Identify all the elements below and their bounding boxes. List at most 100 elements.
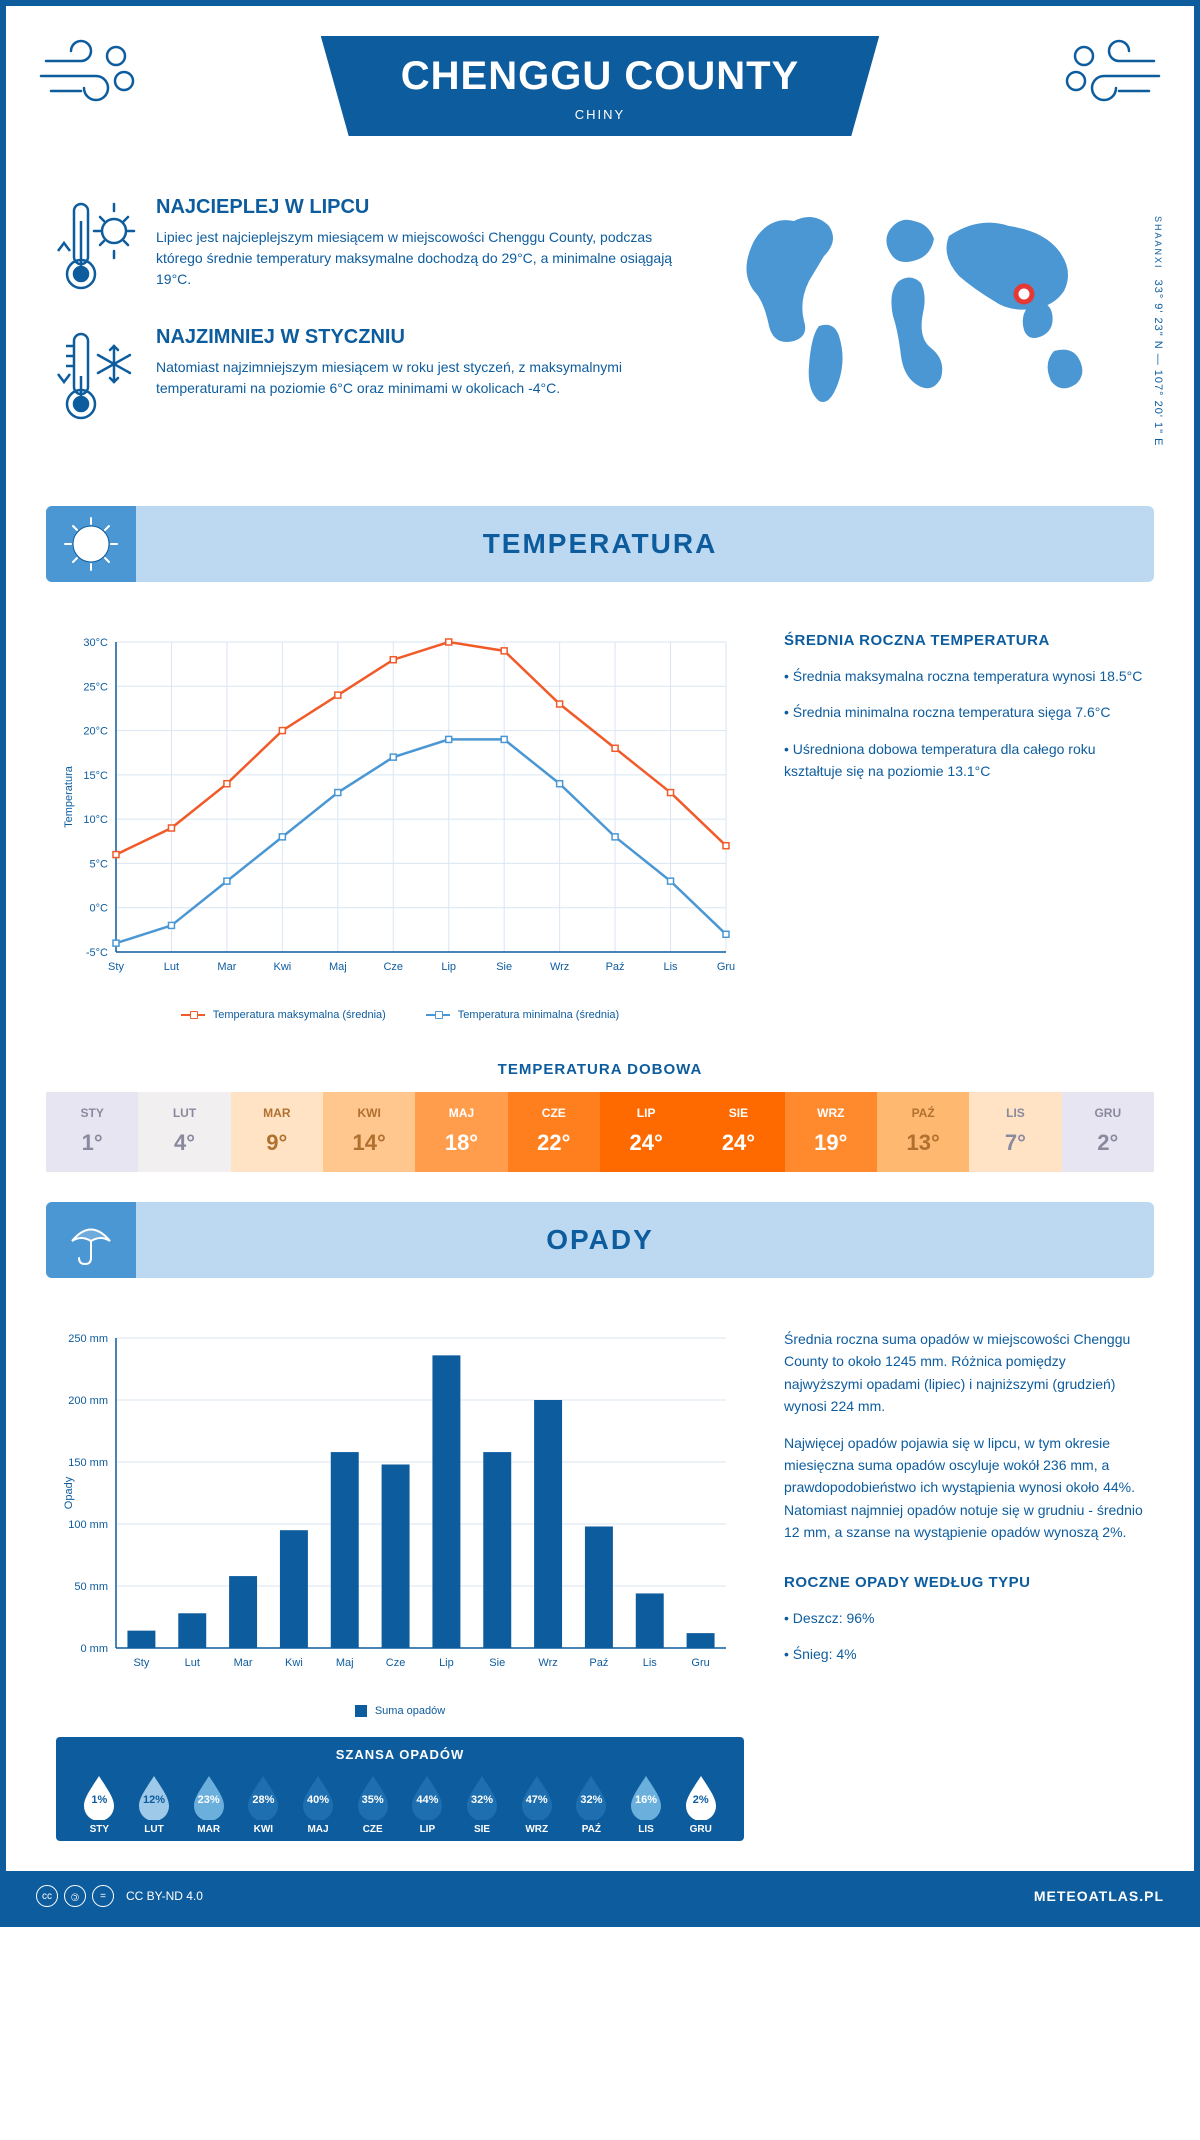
precip-type2: • Śnieg: 4% xyxy=(784,1643,1144,1665)
hottest-text: Lipiec jest najcieplejszym miesiącem w m… xyxy=(156,227,684,290)
svg-text:200 mm: 200 mm xyxy=(68,1395,108,1407)
svg-text:Mar: Mar xyxy=(234,1657,253,1669)
svg-text:30°C: 30°C xyxy=(83,637,108,649)
temperature-summary: ŚREDNIA ROCZNA TEMPERATURA • Średnia mak… xyxy=(784,632,1144,1021)
precip-chart-row: 0 mm50 mm100 mm150 mm200 mm250 mmStyLutM… xyxy=(6,1298,1194,1871)
temp-cell: SIE24° xyxy=(692,1092,784,1172)
precip-legend-label: Suma opadów xyxy=(375,1705,445,1717)
svg-text:15°C: 15°C xyxy=(83,770,108,782)
svg-text:Sty: Sty xyxy=(133,1657,149,1669)
chance-cell: 47% WRZ xyxy=(509,1772,564,1835)
svg-text:Lip: Lip xyxy=(441,961,456,973)
cc-icon: cc xyxy=(36,1885,58,1907)
daily-temp-table: STY1°LUT4°MAR9°KWI14°MAJ18°CZE22°LIP24°S… xyxy=(46,1092,1154,1172)
chance-cell: 28% KWI xyxy=(236,1772,291,1835)
world-map: SHAANXI 33° 9' 23" N — 107° 20' 1" E xyxy=(724,196,1144,456)
svg-text:50 mm: 50 mm xyxy=(74,1581,108,1593)
svg-text:Gru: Gru xyxy=(717,961,735,973)
svg-text:Kwi: Kwi xyxy=(285,1657,303,1669)
wind-icon xyxy=(36,36,146,111)
precip-header: OPADY xyxy=(46,1202,1154,1278)
svg-text:Lip: Lip xyxy=(439,1657,454,1669)
svg-text:Temperatura: Temperatura xyxy=(63,765,75,828)
thermometer-cold-icon xyxy=(56,326,136,431)
thermometer-hot-icon xyxy=(56,196,136,301)
svg-text:Wrz: Wrz xyxy=(538,1657,557,1669)
legend-min: Temperatura minimalna (średnia) xyxy=(458,1009,619,1021)
svg-text:Lis: Lis xyxy=(664,961,679,973)
chance-title: SZANSA OPADÓW xyxy=(72,1747,728,1762)
page-title: CHENGGU COUNTY xyxy=(401,54,799,99)
title-banner: CHENGGU COUNTY CHINY xyxy=(321,36,879,136)
svg-text:Lut: Lut xyxy=(164,961,179,973)
intro-text-column: NAJCIEPLEJ W LIPCU Lipiec jest najcieple… xyxy=(56,196,684,456)
temp-cell: LIS7° xyxy=(969,1092,1061,1172)
brand: METEOATLAS.PL xyxy=(1034,1888,1164,1904)
svg-text:Maj: Maj xyxy=(336,1657,354,1669)
temperature-chart-row: -5°C 0°C 5°C 10°C 15°C 20°C 25°C 30°C Sty Lut Mar K… xyxy=(6,602,1194,1051)
chance-cell: 32% SIE xyxy=(455,1772,510,1835)
temp-cell: GRU2° xyxy=(1062,1092,1154,1172)
svg-text:Maj: Maj xyxy=(329,961,347,973)
svg-text:Lut: Lut xyxy=(185,1657,200,1669)
chance-cell: 23% MAR xyxy=(181,1772,236,1835)
coldest-block: NAJZIMNIEJ W STYCZNIU Natomiast najzimni… xyxy=(56,326,684,431)
page: CHENGGU COUNTY CHINY NAJCIEPLEJ W LIPCU … xyxy=(0,0,1200,1927)
svg-text:Gru: Gru xyxy=(691,1657,709,1669)
precip-chance-box: SZANSA OPADÓW 1% STY 12% LUT 23% MAR 28%… xyxy=(56,1737,744,1841)
svg-text:Sie: Sie xyxy=(496,961,512,973)
svg-text:0°C: 0°C xyxy=(90,903,109,915)
chance-cell: 40% MAJ xyxy=(291,1772,346,1835)
coldest-text: Natomiast najzimniejszym miesiącem w rok… xyxy=(156,357,684,399)
svg-text:100 mm: 100 mm xyxy=(68,1519,108,1531)
coordinates: SHAANXI 33° 9' 23" N — 107° 20' 1" E xyxy=(1152,216,1164,446)
intro-section: NAJCIEPLEJ W LIPCU Lipiec jest najcieple… xyxy=(6,176,1194,486)
legend-max: Temperatura maksymalna (średnia) xyxy=(213,1009,386,1021)
svg-text:5°C: 5°C xyxy=(90,858,109,870)
chance-cell: 2% GRU xyxy=(673,1772,728,1835)
temp-cell: WRZ19° xyxy=(785,1092,877,1172)
svg-text:Kwi: Kwi xyxy=(273,961,291,973)
svg-text:Wrz: Wrz xyxy=(550,961,569,973)
svg-text:Cze: Cze xyxy=(383,961,403,973)
svg-text:25°C: 25°C xyxy=(83,681,108,693)
svg-text:Cze: Cze xyxy=(386,1657,406,1669)
temp-side-p1: • Średnia maksymalna roczna temperatura … xyxy=(784,665,1144,687)
svg-text:Paź: Paź xyxy=(589,1657,608,1669)
svg-text:10°C: 10°C xyxy=(83,814,108,826)
svg-text:Sty: Sty xyxy=(108,961,124,973)
temp-cell: PAŹ13° xyxy=(877,1092,969,1172)
temp-cell: LUT4° xyxy=(138,1092,230,1172)
svg-text:250 mm: 250 mm xyxy=(68,1333,108,1345)
precip-type-title: ROCZNE OPADY WEDŁUG TYPU xyxy=(784,1574,1144,1591)
precip-title: OPADY xyxy=(76,1224,1124,1256)
precip-p1: Średnia roczna suma opadów w miejscowośc… xyxy=(784,1328,1144,1418)
temp-cell: CZE22° xyxy=(508,1092,600,1172)
svg-text:Lis: Lis xyxy=(643,1657,658,1669)
temp-side-title: ŚREDNIA ROCZNA TEMPERATURA xyxy=(784,632,1144,649)
chance-cell: 1% STY xyxy=(72,1772,127,1835)
umbrella-icon xyxy=(46,1202,136,1278)
temp-legend: Temperatura maksymalna (średnia) Tempera… xyxy=(56,1009,744,1021)
chance-cell: 35% CZE xyxy=(345,1772,400,1835)
wind-icon xyxy=(1054,36,1164,111)
precip-bar-chart: 0 mm50 mm100 mm150 mm200 mm250 mmStyLutM… xyxy=(56,1328,744,1841)
footer: cc 🄯 = CC BY-ND 4.0 METEOATLAS.PL xyxy=(6,1871,1194,1921)
precip-p2: Najwięcej opadów pojawia się w lipcu, w … xyxy=(784,1432,1144,1544)
chance-cell: 12% LUT xyxy=(127,1772,182,1835)
svg-text:-5°C: -5°C xyxy=(86,947,108,959)
region-label: SHAANXI xyxy=(1153,216,1163,270)
chance-cell: 16% LIS xyxy=(619,1772,674,1835)
chance-cell: 44% LIP xyxy=(400,1772,455,1835)
svg-text:Mar: Mar xyxy=(217,961,236,973)
temp-cell: LIP24° xyxy=(600,1092,692,1172)
temp-side-p3: • Uśredniona dobowa temperatura dla całe… xyxy=(784,738,1144,783)
svg-text:Sie: Sie xyxy=(489,1657,505,1669)
svg-text:20°C: 20°C xyxy=(83,726,108,738)
daily-temp-title: TEMPERATURA DOBOWA xyxy=(6,1061,1194,1078)
coords-text: 33° 9' 23" N — 107° 20' 1" E xyxy=(1152,280,1164,447)
header: CHENGGU COUNTY CHINY xyxy=(6,6,1194,176)
license-text: CC BY-ND 4.0 xyxy=(126,1889,203,1903)
precip-legend: Suma opadów xyxy=(56,1705,744,1717)
coldest-title: NAJZIMNIEJ W STYCZNIU xyxy=(156,326,684,349)
